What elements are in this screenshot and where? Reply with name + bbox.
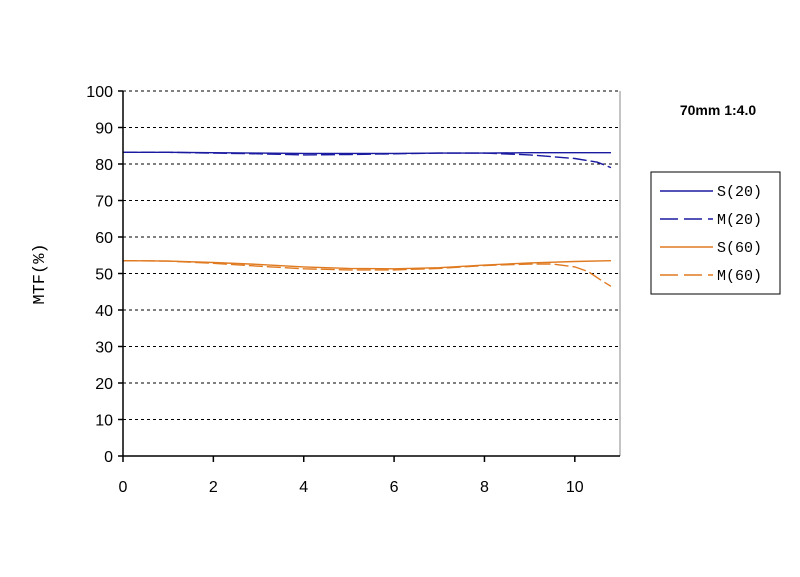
x-tick-label: 6 — [390, 479, 399, 496]
legend: S(20) M(20) S(60) M(60) — [650, 171, 781, 295]
series-lines — [122, 151, 612, 287]
y-tick-label: 50 — [95, 267, 113, 284]
x-tick-label: 2 — [209, 479, 218, 496]
chart-title: 70mm 1:4.0 — [680, 102, 756, 118]
x-tick-label: 4 — [299, 479, 308, 496]
y-tick-label: 80 — [95, 157, 113, 174]
y-tick-label: 0 — [104, 449, 113, 466]
legend-entry-label: S(20) — [717, 184, 762, 201]
grid-lines — [123, 90, 620, 420]
y-tick-label: 70 — [95, 194, 113, 211]
x-tick-label: 10 — [566, 479, 584, 496]
legend-entry-label: S(60) — [717, 240, 762, 257]
y-tick-label: 30 — [95, 340, 113, 357]
legend-entry-label: M(20) — [717, 212, 762, 229]
y-tick-label: 20 — [95, 376, 113, 393]
legend-box — [650, 171, 781, 295]
x-tick-label: 8 — [480, 479, 489, 496]
x-tick-label: 0 — [119, 479, 128, 496]
series-line-m-20 — [123, 151, 612, 169]
y-tick-label: 90 — [95, 121, 113, 138]
y-tick-label: 10 — [95, 413, 113, 430]
axes — [118, 90, 621, 462]
y-tick-label: 100 — [86, 84, 113, 101]
y-tick-label: 40 — [95, 303, 113, 320]
tick-labels: 0 10 20 30 40 50 60 70 80 90 100 0 2 4 6 8 10 — [86, 84, 584, 496]
legend-entry-label: M(60) — [717, 268, 762, 285]
y-axis-label: MTF(%) — [31, 243, 50, 304]
series-line-m-60 — [122, 260, 612, 287]
y-tick-label: 60 — [95, 230, 113, 247]
